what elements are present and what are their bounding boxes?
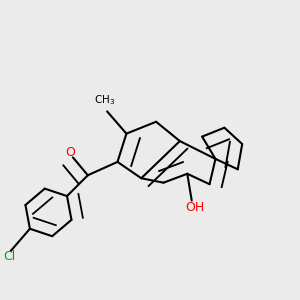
Text: CH$_3$: CH$_3$ (94, 93, 115, 107)
Text: O: O (65, 146, 75, 160)
Text: OH: OH (185, 202, 204, 214)
Text: Cl: Cl (3, 250, 15, 263)
